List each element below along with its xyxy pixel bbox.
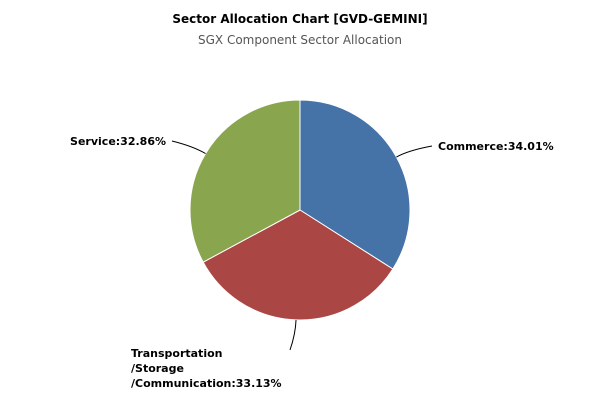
data-label: Commerce:34.01% (438, 140, 554, 153)
data-label-line: /Communication:33.13% (131, 377, 282, 390)
data-label-line: Transportation (131, 347, 222, 360)
data-label-line: Commerce:34.01% (438, 140, 554, 153)
chart-title: Sector Allocation Chart [GVD-GEMINI] (172, 12, 427, 26)
label-connector (171, 140, 206, 155)
pie-slice (202, 209, 394, 321)
label-connector (289, 319, 297, 351)
chart-subtitle: SGX Component Sector Allocation (198, 33, 402, 47)
data-label-line: /Storage (131, 362, 184, 375)
label-connector (396, 145, 433, 158)
data-label-line: Service:32.86% (70, 135, 166, 148)
data-label: Service:32.86% (70, 135, 166, 148)
data-label: Transportation/Storage/Communication:33.… (131, 347, 282, 390)
pie-slice (189, 99, 301, 263)
pie-slice (299, 99, 411, 270)
